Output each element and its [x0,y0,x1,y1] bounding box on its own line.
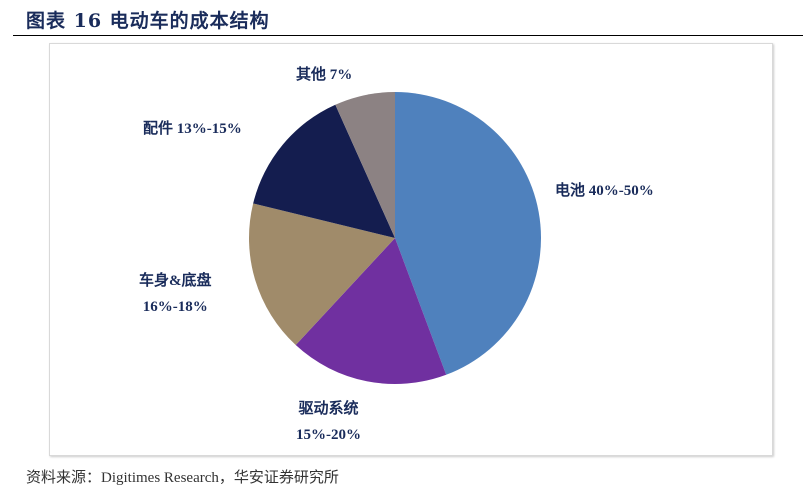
pie-slice-other [335,92,395,238]
label-other: 其他 7% [296,63,352,84]
pie-slice-body-chassis [249,203,395,346]
pie-slice-battery [395,92,542,375]
label-line: 15%-20% [296,427,361,443]
label-line: 驱动系统 [298,401,359,417]
source-note: 资料来源：Digitimes Research，华安证券研究所 [26,470,339,486]
label-body-chassis: 车身&底盘 16%-18% [139,268,212,320]
title-rule [13,35,803,36]
label-drive-system: 驱动系统 15%-20% [296,396,361,448]
label-line: 16%-18% [142,299,208,315]
label-accessories: 配件 13%-15% [143,117,242,138]
label-battery: 电池 40%-50% [555,179,654,200]
label-line: 配件 13%-15% [143,121,242,137]
label-line: 车身&底盘 [139,273,212,289]
pie-slice-accessories [253,104,395,238]
label-line: 其他 7% [296,67,353,83]
chart-frame [49,43,773,456]
pie-slice-drive-system [295,238,447,385]
figure-title: 图表 16 电动车的成本结构 [26,10,270,32]
label-line: 电池 40%-50% [555,183,654,199]
